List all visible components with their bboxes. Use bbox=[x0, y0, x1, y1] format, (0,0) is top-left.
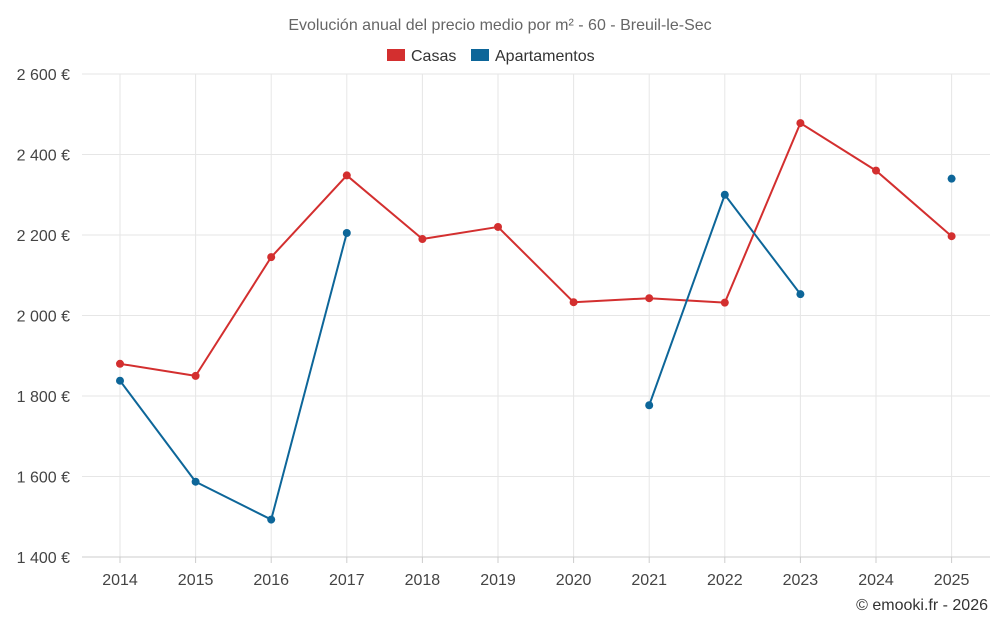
x-axis-ticks: 2014 2015 2016 2017 2018 2019 2020 2021 2022 2023… bbox=[102, 557, 969, 589]
data-point-casas[interactable] bbox=[494, 222, 502, 231]
y-tick-label: 1 600 € bbox=[17, 470, 70, 487]
x-tick-label: 2015 bbox=[178, 572, 214, 589]
data-point-casas[interactable] bbox=[116, 359, 124, 368]
x-tick-label: 2020 bbox=[556, 572, 592, 589]
x-tick-label: 2016 bbox=[253, 572, 289, 589]
series-line-apartamentos bbox=[119, 232, 348, 521]
x-tick-label: 2014 bbox=[102, 572, 138, 589]
x-tick-label: 2023 bbox=[783, 572, 819, 589]
series-casas bbox=[116, 119, 956, 380]
legend-swatch-apartamentos bbox=[471, 49, 489, 61]
x-tick-label: 2024 bbox=[858, 572, 894, 589]
data-point-casas[interactable] bbox=[872, 166, 880, 175]
x-tick-label: 2025 bbox=[934, 572, 970, 589]
data-point-casas[interactable] bbox=[342, 171, 351, 180]
legend-item-apartamentos[interactable]: Apartamentos bbox=[471, 48, 595, 65]
chart-title: Evolución anual del precio medio por m² … bbox=[288, 17, 711, 34]
data-point-apartamentos[interactable] bbox=[947, 174, 956, 183]
data-point-apartamentos[interactable] bbox=[342, 228, 351, 237]
data-point-apartamentos[interactable] bbox=[116, 376, 124, 385]
data-point-casas[interactable] bbox=[267, 253, 276, 262]
data-point-casas[interactable] bbox=[947, 232, 956, 241]
data-point-casas[interactable] bbox=[418, 235, 427, 244]
y-tick-label: 2 600 € bbox=[17, 67, 70, 84]
data-point-casas[interactable] bbox=[720, 298, 729, 307]
data-point-apartamentos[interactable] bbox=[191, 477, 200, 486]
series-layer bbox=[116, 119, 956, 524]
data-point-apartamentos[interactable] bbox=[720, 190, 729, 199]
data-point-apartamentos[interactable] bbox=[796, 290, 805, 299]
legend-label-apartamentos: Apartamentos bbox=[495, 48, 595, 65]
x-tick-label: 2021 bbox=[631, 572, 667, 589]
data-point-apartamentos[interactable] bbox=[267, 515, 276, 524]
y-axis-ticks: 1 400 € 1 600 € 1 800 € 2 000 € 2 200 € 2 400… bbox=[17, 67, 70, 567]
y-tick-label: 1 800 € bbox=[17, 389, 70, 406]
x-tick-label: 2022 bbox=[707, 572, 743, 589]
x-tick-label: 2017 bbox=[329, 572, 365, 589]
legend-swatch-casas bbox=[387, 49, 405, 61]
series-apartamentos bbox=[116, 174, 956, 524]
legend-item-casas[interactable]: Casas bbox=[387, 48, 456, 65]
data-point-casas[interactable] bbox=[645, 294, 654, 303]
data-point-casas[interactable] bbox=[796, 119, 805, 128]
y-gridlines bbox=[82, 73, 990, 477]
y-tick-label: 1 400 € bbox=[17, 550, 70, 567]
y-tick-label: 2 200 € bbox=[17, 228, 70, 245]
y-tick-label: 2 000 € bbox=[17, 309, 70, 326]
credit-text: © emooki.fr - 2026 bbox=[856, 597, 988, 614]
x-tick-label: 2018 bbox=[405, 572, 441, 589]
legend: Casas Apartamentos bbox=[387, 48, 595, 65]
y-tick-label: 2 400 € bbox=[17, 148, 70, 165]
data-point-apartamentos[interactable] bbox=[645, 401, 654, 410]
data-point-casas[interactable] bbox=[569, 298, 578, 307]
data-point-casas[interactable] bbox=[191, 371, 200, 380]
series-line-casas bbox=[119, 122, 953, 377]
x-gridlines bbox=[119, 74, 953, 557]
x-tick-label: 2019 bbox=[480, 572, 516, 589]
legend-label-casas: Casas bbox=[411, 48, 456, 65]
